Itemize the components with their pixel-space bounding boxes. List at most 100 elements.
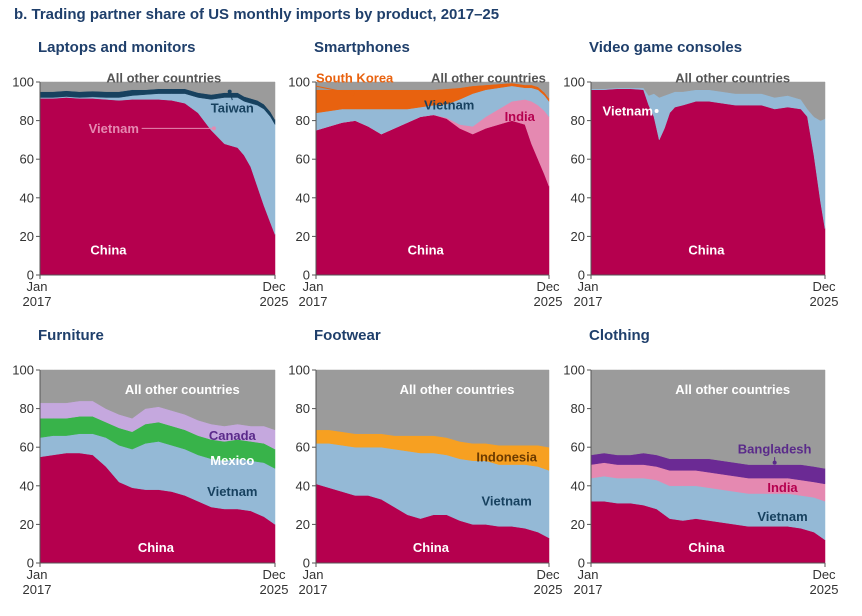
series-label-all-other-countries: All other countries [400, 382, 515, 397]
y-tick-label: 0 [27, 556, 34, 571]
panel-title: Laptops and monitors [38, 39, 196, 56]
y-tick-label: 20 [20, 229, 34, 244]
x-tick-label-end: Dec [536, 279, 560, 294]
x-tick-label-end: 2025 [534, 582, 563, 597]
y-tick-label: 80 [296, 113, 310, 128]
y-tick-label: 0 [303, 556, 310, 571]
x-tick-label-end: 2025 [260, 582, 289, 597]
series-label-india: India [767, 480, 798, 495]
y-tick-label: 40 [20, 190, 34, 205]
y-tick-label: 80 [296, 401, 310, 416]
x-tick-label-end: 2025 [260, 294, 289, 309]
x-tick-label-start: 2017 [574, 294, 603, 309]
panel-title: Clothing [589, 327, 650, 344]
series-label-mexico: Mexico [210, 453, 254, 468]
x-tick-label-start: 2017 [23, 294, 52, 309]
y-tick-label: 0 [578, 556, 585, 571]
y-tick-label: 100 [288, 75, 310, 90]
y-tick-label: 100 [563, 75, 585, 90]
area-all-other-countries [590, 369, 826, 469]
y-tick-label: 100 [12, 363, 34, 378]
y-tick-label: 40 [571, 190, 585, 205]
y-tick-label: 60 [571, 152, 585, 167]
area-all-other-countries [315, 81, 550, 100]
series-label-china: China [688, 242, 725, 257]
series-label-vietnam: Vietnam [89, 121, 139, 136]
y-tick-label: 60 [296, 440, 310, 455]
series-label-vietnam: Vietnam [482, 494, 532, 509]
y-tick-label: 80 [571, 401, 585, 416]
x-tick-label-end: 2025 [534, 294, 563, 309]
series-label-china: China [138, 540, 175, 555]
series-label-india: India [505, 109, 536, 124]
x-tick-label-start: Jan [303, 279, 324, 294]
y-tick-label: 40 [296, 190, 310, 205]
panel-title: Video game consoles [589, 39, 742, 56]
leader-dot [350, 91, 355, 96]
y-tick-label: 80 [571, 113, 585, 128]
y-tick-label: 20 [571, 517, 585, 532]
x-tick-label-start: 2017 [299, 294, 328, 309]
y-tick-label: 60 [20, 152, 34, 167]
series-label-all-other-countries: All other countries [106, 71, 221, 86]
series-label-south-korea: South Korea [316, 71, 394, 86]
x-tick-label-end: Dec [812, 279, 836, 294]
y-tick-label: 20 [296, 229, 310, 244]
leader-dot [772, 460, 777, 465]
series-label-china: China [413, 540, 450, 555]
series-label-china: China [408, 242, 445, 257]
y-tick-label: 0 [303, 268, 310, 283]
y-tick-label: 80 [20, 401, 34, 416]
series-label-vietnam: Vietnam [603, 103, 653, 118]
series-label-all-other-countries: All other countries [125, 382, 240, 397]
area-all-other-countries [39, 81, 276, 121]
y-tick-label: 0 [578, 268, 585, 283]
x-tick-label-start: Jan [303, 567, 324, 582]
y-tick-label: 60 [20, 440, 34, 455]
y-tick-label: 80 [20, 113, 34, 128]
x-tick-label-end: Dec [262, 279, 286, 294]
x-tick-label-end: 2025 [810, 582, 839, 597]
series-label-vietnam: Vietnam [757, 509, 807, 524]
series-label-vietnam: Vietnam [424, 98, 474, 113]
x-tick-label-start: 2017 [574, 582, 603, 597]
area-all-other-countries [590, 81, 826, 121]
series-label-taiwan: Taiwan [211, 101, 254, 116]
x-tick-label-start: Jan [578, 279, 599, 294]
figure-title: b. Trading partner share of US monthly i… [14, 6, 500, 23]
y-tick-label: 60 [296, 152, 310, 167]
area-all-other-countries [315, 369, 550, 448]
series-label-vietnam: Vietnam [207, 484, 257, 499]
y-tick-label: 100 [288, 363, 310, 378]
series-label-all-other-countries: All other countries [431, 71, 546, 86]
y-tick-label: 0 [27, 268, 34, 283]
x-tick-label-end: Dec [536, 567, 560, 582]
leader-line [315, 85, 353, 95]
y-tick-label: 20 [20, 517, 34, 532]
y-tick-label: 40 [571, 478, 585, 493]
series-label-china: China [688, 540, 725, 555]
series-label-china: China [90, 242, 127, 257]
leader-dot [211, 126, 216, 131]
x-tick-label-start: 2017 [299, 582, 328, 597]
x-tick-label-start: Jan [27, 567, 48, 582]
y-tick-label: 40 [296, 478, 310, 493]
y-tick-label: 100 [563, 363, 585, 378]
y-tick-label: 20 [296, 517, 310, 532]
y-tick-label: 60 [571, 440, 585, 455]
series-label-bangladesh: Bangladesh [738, 442, 812, 457]
area-all-other-countries [39, 369, 276, 431]
x-tick-label-start: 2017 [23, 582, 52, 597]
series-label-canada: Canada [209, 428, 257, 443]
x-tick-label-end: Dec [262, 567, 286, 582]
leader-dot [227, 89, 232, 94]
series-label-all-other-countries: All other countries [675, 382, 790, 397]
